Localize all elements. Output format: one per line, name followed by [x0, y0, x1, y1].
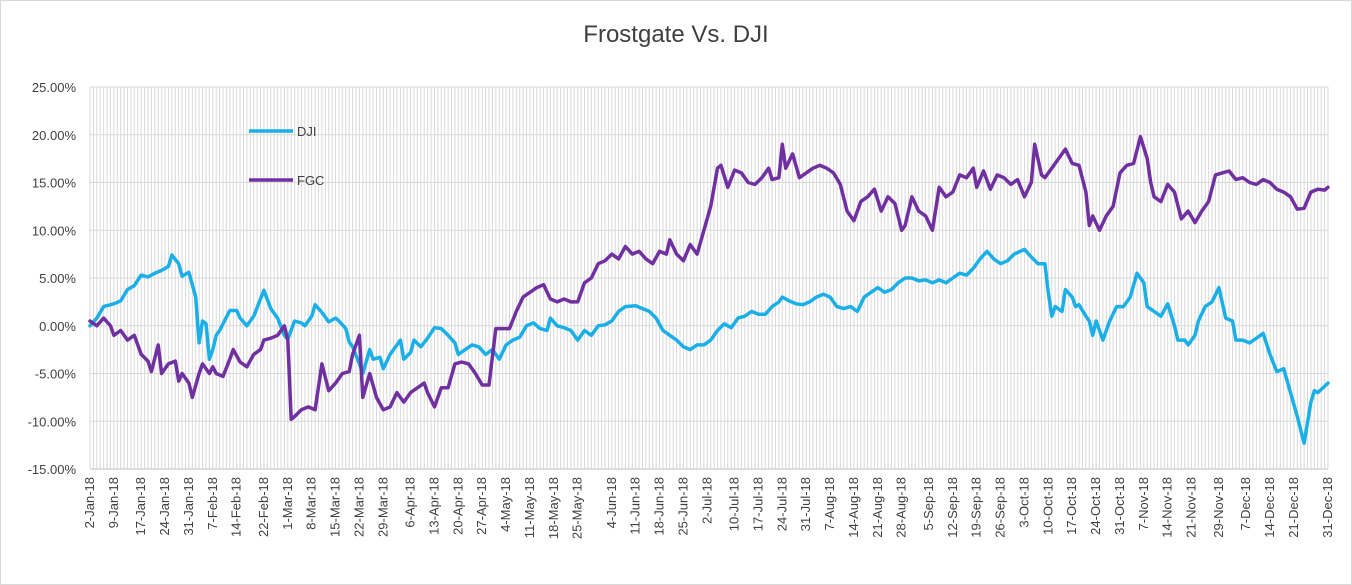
x-tick-label: 19-Sep-18	[969, 477, 984, 538]
x-tick-label: 31-Jan-18	[181, 477, 196, 536]
x-tick-label: 31-Jul-18	[798, 477, 813, 531]
x-tick-label: 21-Dec-18	[1286, 477, 1301, 538]
x-tick-label: 22-Feb-18	[256, 477, 271, 537]
x-tick-label: 24-Oct-18	[1088, 477, 1103, 535]
x-tick-label: 29-Mar-18	[375, 477, 390, 537]
series-line-fgc	[88, 134, 1330, 422]
x-tick-label: 7-Dec-18	[1238, 477, 1253, 530]
x-tick-label: 17-Jan-18	[133, 477, 148, 536]
y-tick-label: -15.00%	[28, 462, 77, 477]
x-tick-label: 22-Mar-18	[351, 477, 366, 537]
y-tick-label: -10.00%	[28, 414, 77, 429]
axes: -15.00% -10.00% -5.00% 0.00% 5.00% 10.00% 15.0…	[28, 80, 1335, 539]
y-tick-label: 5.00%	[39, 271, 76, 286]
legend: DJI FGC	[249, 124, 324, 188]
x-tick-label: 27-Apr-18	[474, 477, 489, 535]
x-tick-label: 9-Jan-18	[106, 477, 121, 528]
x-tick-label: 11-May-18	[522, 477, 537, 538]
x-tick-label: 11-Jun-18	[628, 477, 643, 535]
chart-title: Frostgate Vs. DJI	[583, 21, 769, 48]
x-tick-label: 14-Dec-18	[1262, 477, 1277, 538]
x-tick-label: 2-Jul-18	[699, 477, 714, 524]
x-tick-label: 15-Mar-18	[328, 477, 343, 537]
x-tick-label: 26-Sep-18	[993, 477, 1008, 538]
x-tick-label: 31-Oct-18	[1112, 477, 1127, 535]
x-tick-label: 12-Sep-18	[945, 477, 960, 538]
x-tick-label: 25-Jun-18	[675, 477, 690, 536]
x-tick-label: 25-May-18	[570, 477, 585, 539]
legend-label-dji: DJI	[297, 124, 317, 139]
series-lines	[88, 134, 1330, 445]
x-tick-label: 7-Nov-18	[1136, 477, 1151, 530]
x-tick-label: 14-Aug-18	[846, 477, 861, 538]
x-tick-label: 10-Jul-18	[727, 477, 742, 531]
x-tick-label: 21-Nov-18	[1184, 477, 1199, 538]
x-tick-label: 7-Feb-18	[205, 477, 220, 530]
x-tick-label: 20-Apr-18	[450, 477, 465, 535]
x-tick-label: 18-May-18	[546, 477, 561, 539]
x-tick-label: 14-Feb-18	[229, 477, 244, 537]
x-tick-label: 5-Sep-18	[921, 477, 936, 530]
legend-label-fgc: FGC	[297, 173, 324, 188]
x-tick-label: 28-Aug-18	[894, 477, 909, 538]
y-tick-label: 15.00%	[32, 176, 77, 191]
x-tick-label: 10-Oct-18	[1040, 477, 1055, 535]
x-tick-label: 31-Dec-18	[1320, 477, 1335, 538]
y-tick-label: -5.00%	[35, 367, 77, 382]
x-tick-label: 1-Mar-18	[280, 477, 295, 530]
x-tick-label: 24-Jan-18	[157, 477, 172, 536]
series-line-dji	[88, 247, 1330, 445]
x-tick-label: 21-Aug-18	[870, 477, 885, 538]
x-tick-label: 8-Mar-18	[304, 477, 319, 530]
x-tick-label: 7-Aug-18	[822, 477, 837, 530]
x-tick-label: 17-Jul-18	[751, 477, 766, 531]
y-tick-label: 10.00%	[32, 223, 77, 238]
x-tick-label: 3-Oct-18	[1017, 477, 1032, 528]
x-tick-label: 13-Apr-18	[427, 477, 442, 535]
x-tick-label: 17-Oct-18	[1064, 477, 1079, 535]
y-tick-label: 25.00%	[32, 80, 77, 95]
x-tick-label: 14-Nov-18	[1160, 477, 1175, 538]
x-tick-label: 4-Jun-18	[604, 477, 619, 528]
y-tick-label: 0.00%	[39, 319, 76, 334]
x-tick-label: 2-Jan-18	[82, 477, 97, 528]
x-tick-label: 18-Jun-18	[652, 477, 667, 536]
x-tick-label: 4-May-18	[498, 477, 513, 532]
x-tick-label: 29-Nov-18	[1211, 477, 1226, 538]
x-tick-label: 24-Jul-18	[774, 477, 789, 531]
x-tick-label: 6-Apr-18	[403, 477, 418, 528]
y-tick-label: 20.00%	[32, 128, 77, 143]
